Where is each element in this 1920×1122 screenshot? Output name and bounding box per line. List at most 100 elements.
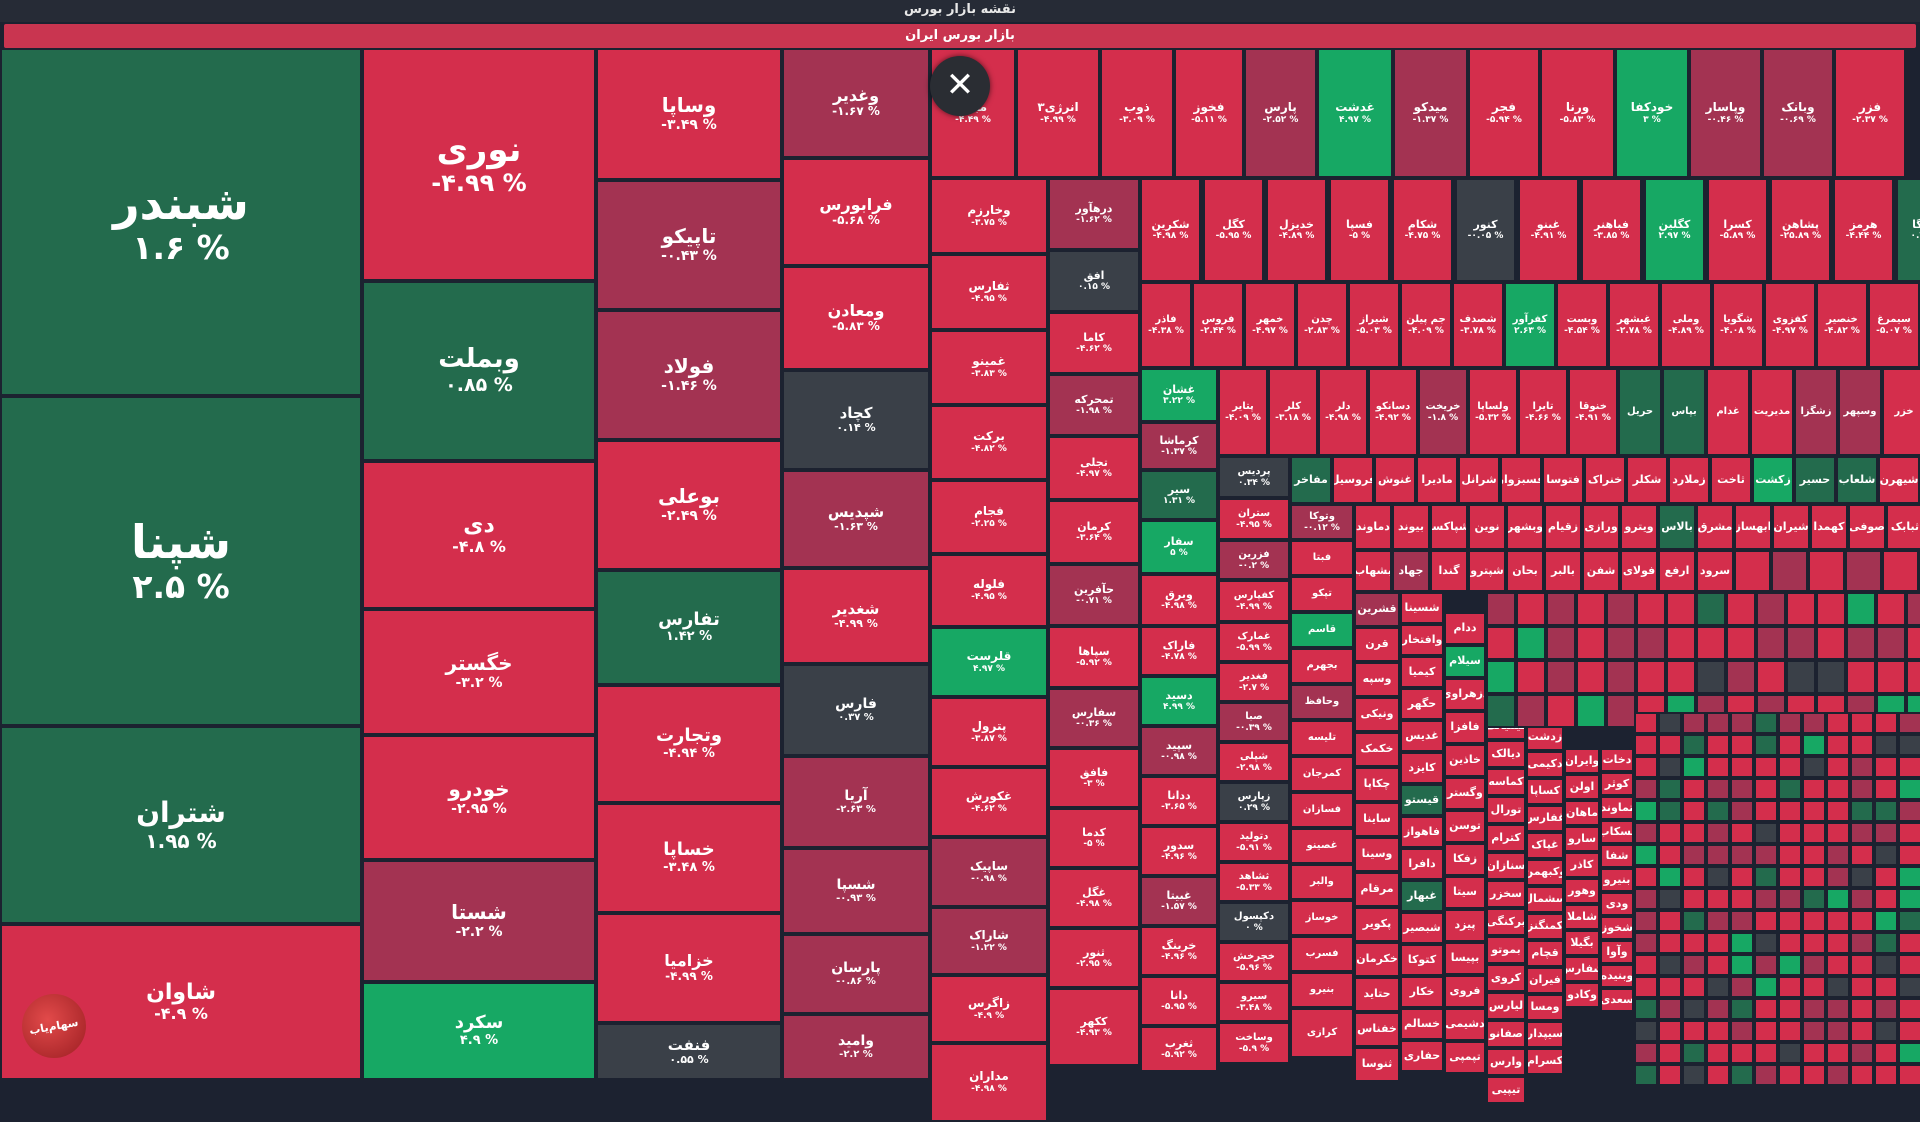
stock-tile[interactable]: سپاها -۵.۹۲ % — [1048, 626, 1140, 688]
stock-tile[interactable] — [1658, 756, 1682, 778]
stock-tile[interactable] — [1874, 1064, 1898, 1086]
stock-tile[interactable]: کساپا — [1526, 778, 1564, 805]
stock-tile[interactable] — [1874, 800, 1898, 822]
stock-tile[interactable] — [1706, 866, 1730, 888]
stock-tile[interactable] — [1706, 910, 1730, 932]
stock-tile[interactable]: دشیمی — [1444, 1008, 1486, 1041]
stock-tile[interactable]: تیپیی — [1486, 1076, 1526, 1104]
stock-tile[interactable]: شپاکسا — [1430, 504, 1468, 550]
stock-tile[interactable]: ولساپا -۵.۳۲ % — [1468, 368, 1518, 456]
stock-tile[interactable]: شگویا -۴.۰۸ % — [1712, 282, 1764, 368]
stock-tile[interactable]: نوین — [1468, 504, 1506, 550]
stock-tile[interactable] — [1634, 954, 1658, 976]
stock-tile[interactable]: غگل -۴.۹۸ % — [1048, 868, 1140, 928]
stock-tile[interactable]: تورال — [1486, 796, 1526, 824]
stock-tile[interactable]: سفارس -۰.۳۶ % — [1048, 688, 1140, 748]
stock-tile[interactable] — [1634, 910, 1658, 932]
stock-tile[interactable]: وبشهر — [1506, 504, 1544, 550]
stock-tile[interactable] — [1754, 976, 1778, 998]
stock-tile[interactable]: بجهرم — [1290, 648, 1354, 684]
stock-tile[interactable]: شیهرن — [1878, 456, 1920, 504]
stock-tile[interactable] — [1636, 592, 1666, 626]
stock-tile[interactable]: فلوله -۴.۹۵ % — [930, 554, 1048, 627]
stock-tile[interactable] — [1802, 844, 1826, 866]
stock-tile[interactable] — [1682, 734, 1706, 756]
stock-tile[interactable]: وگستر — [1444, 777, 1486, 810]
stock-tile[interactable] — [1826, 866, 1850, 888]
stock-tile[interactable] — [1876, 660, 1906, 694]
stock-tile[interactable]: خمهر -۴.۹۷ % — [1244, 282, 1296, 368]
stock-tile[interactable] — [1706, 954, 1730, 976]
stock-tile[interactable] — [1771, 550, 1808, 592]
stock-tile[interactable]: زشگزا — [1794, 368, 1838, 456]
stock-tile[interactable] — [1898, 866, 1920, 888]
stock-tile[interactable]: وحافظ — [1290, 684, 1354, 720]
stock-tile[interactable]: ورنا -۵.۸۳ % — [1540, 48, 1615, 178]
stock-tile[interactable]: غبهار — [1400, 880, 1444, 912]
stock-tile[interactable]: پشاهن -۲۵.۸۹ % — [1770, 178, 1831, 282]
stock-tile[interactable] — [1850, 954, 1874, 976]
stock-tile[interactable]: چدن -۲.۸۳ % — [1296, 282, 1348, 368]
stock-tile[interactable] — [1754, 954, 1778, 976]
stock-tile[interactable]: ماهان — [1564, 800, 1600, 826]
stock-tile[interactable]: کیمیا — [1400, 656, 1444, 688]
stock-tile[interactable] — [1658, 888, 1682, 910]
stock-tile[interactable]: بپیسا — [1444, 942, 1486, 975]
stock-tile[interactable] — [1826, 1042, 1850, 1064]
stock-tile[interactable] — [1898, 734, 1920, 756]
stock-tile[interactable]: فزر -۲.۳۷ % — [1834, 48, 1906, 178]
stock-tile[interactable]: کترام — [1486, 824, 1526, 852]
stock-tile[interactable] — [1850, 866, 1874, 888]
stock-tile[interactable] — [1874, 998, 1898, 1020]
stock-tile[interactable]: افق ۰.۱۵ % — [1048, 250, 1140, 312]
stock-tile[interactable] — [1682, 866, 1706, 888]
stock-tile[interactable]: فسبزوار — [1500, 456, 1542, 504]
stock-tile[interactable] — [1874, 888, 1898, 910]
stock-tile[interactable]: خاذین — [1444, 744, 1486, 777]
stock-tile[interactable]: وامید -۲.۲ % — [782, 1014, 930, 1080]
stock-tile[interactable]: سرود — [1696, 550, 1734, 592]
stock-tile[interactable] — [1846, 626, 1876, 660]
stock-tile[interactable]: شیراز -۵.۰۳ % — [1348, 282, 1400, 368]
stock-tile[interactable] — [1730, 910, 1754, 932]
stock-tile[interactable] — [1778, 1042, 1802, 1064]
stock-tile[interactable] — [1850, 1020, 1874, 1042]
stock-tile[interactable] — [1730, 888, 1754, 910]
stock-tile[interactable] — [1666, 660, 1696, 694]
stock-tile[interactable] — [1706, 822, 1730, 844]
stock-tile[interactable]: فسازان — [1290, 792, 1354, 828]
stock-tile[interactable]: خفناس — [1354, 1012, 1400, 1047]
stock-tile[interactable]: تپکو — [1290, 576, 1354, 612]
stock-tile[interactable]: مرقام — [1354, 872, 1400, 907]
stock-tile[interactable]: وساپا -۳.۴۹ % — [596, 48, 782, 180]
stock-tile[interactable]: خساپا -۳.۴۸ % — [596, 803, 782, 913]
stock-tile[interactable] — [1874, 822, 1898, 844]
stock-tile[interactable]: خچرخش -۵.۹۶ % — [1218, 942, 1290, 982]
stock-tile[interactable]: سکرد ۴.۹ % — [362, 982, 596, 1080]
stock-tile[interactable]: وآوا — [1600, 940, 1634, 964]
stock-tile[interactable]: دکیمی — [1526, 751, 1564, 778]
stock-tile[interactable] — [1826, 1064, 1850, 1086]
stock-tile[interactable] — [1802, 778, 1826, 800]
stock-tile[interactable]: حتاید — [1354, 977, 1400, 1012]
stock-tile[interactable]: تماوند — [1600, 796, 1634, 820]
stock-tile[interactable] — [1846, 660, 1876, 694]
stock-tile[interactable]: شخوز — [1600, 916, 1634, 940]
stock-tile[interactable] — [1874, 778, 1898, 800]
stock-tile[interactable] — [1850, 822, 1874, 844]
stock-tile[interactable]: دافرا — [1400, 848, 1444, 880]
stock-tile[interactable]: کوثر — [1600, 772, 1634, 796]
stock-tile[interactable] — [1898, 932, 1920, 954]
stock-tile[interactable] — [1706, 932, 1730, 954]
stock-tile[interactable]: ارفع — [1658, 550, 1696, 592]
stock-tile[interactable]: خودرو -۲.۹۵ % — [362, 735, 596, 860]
stock-tile[interactable] — [1802, 800, 1826, 822]
stock-tile[interactable]: وملی -۴.۸۹ % — [1660, 282, 1712, 368]
stock-tile[interactable]: کروی — [1486, 964, 1526, 992]
stock-tile[interactable]: غمینو -۳.۸۳ % — [930, 330, 1048, 405]
stock-tile[interactable] — [1845, 550, 1882, 592]
stock-tile[interactable] — [1826, 734, 1850, 756]
stock-tile[interactable] — [1826, 822, 1850, 844]
stock-tile[interactable]: غفارس — [1526, 805, 1564, 832]
stock-tile[interactable] — [1898, 800, 1920, 822]
